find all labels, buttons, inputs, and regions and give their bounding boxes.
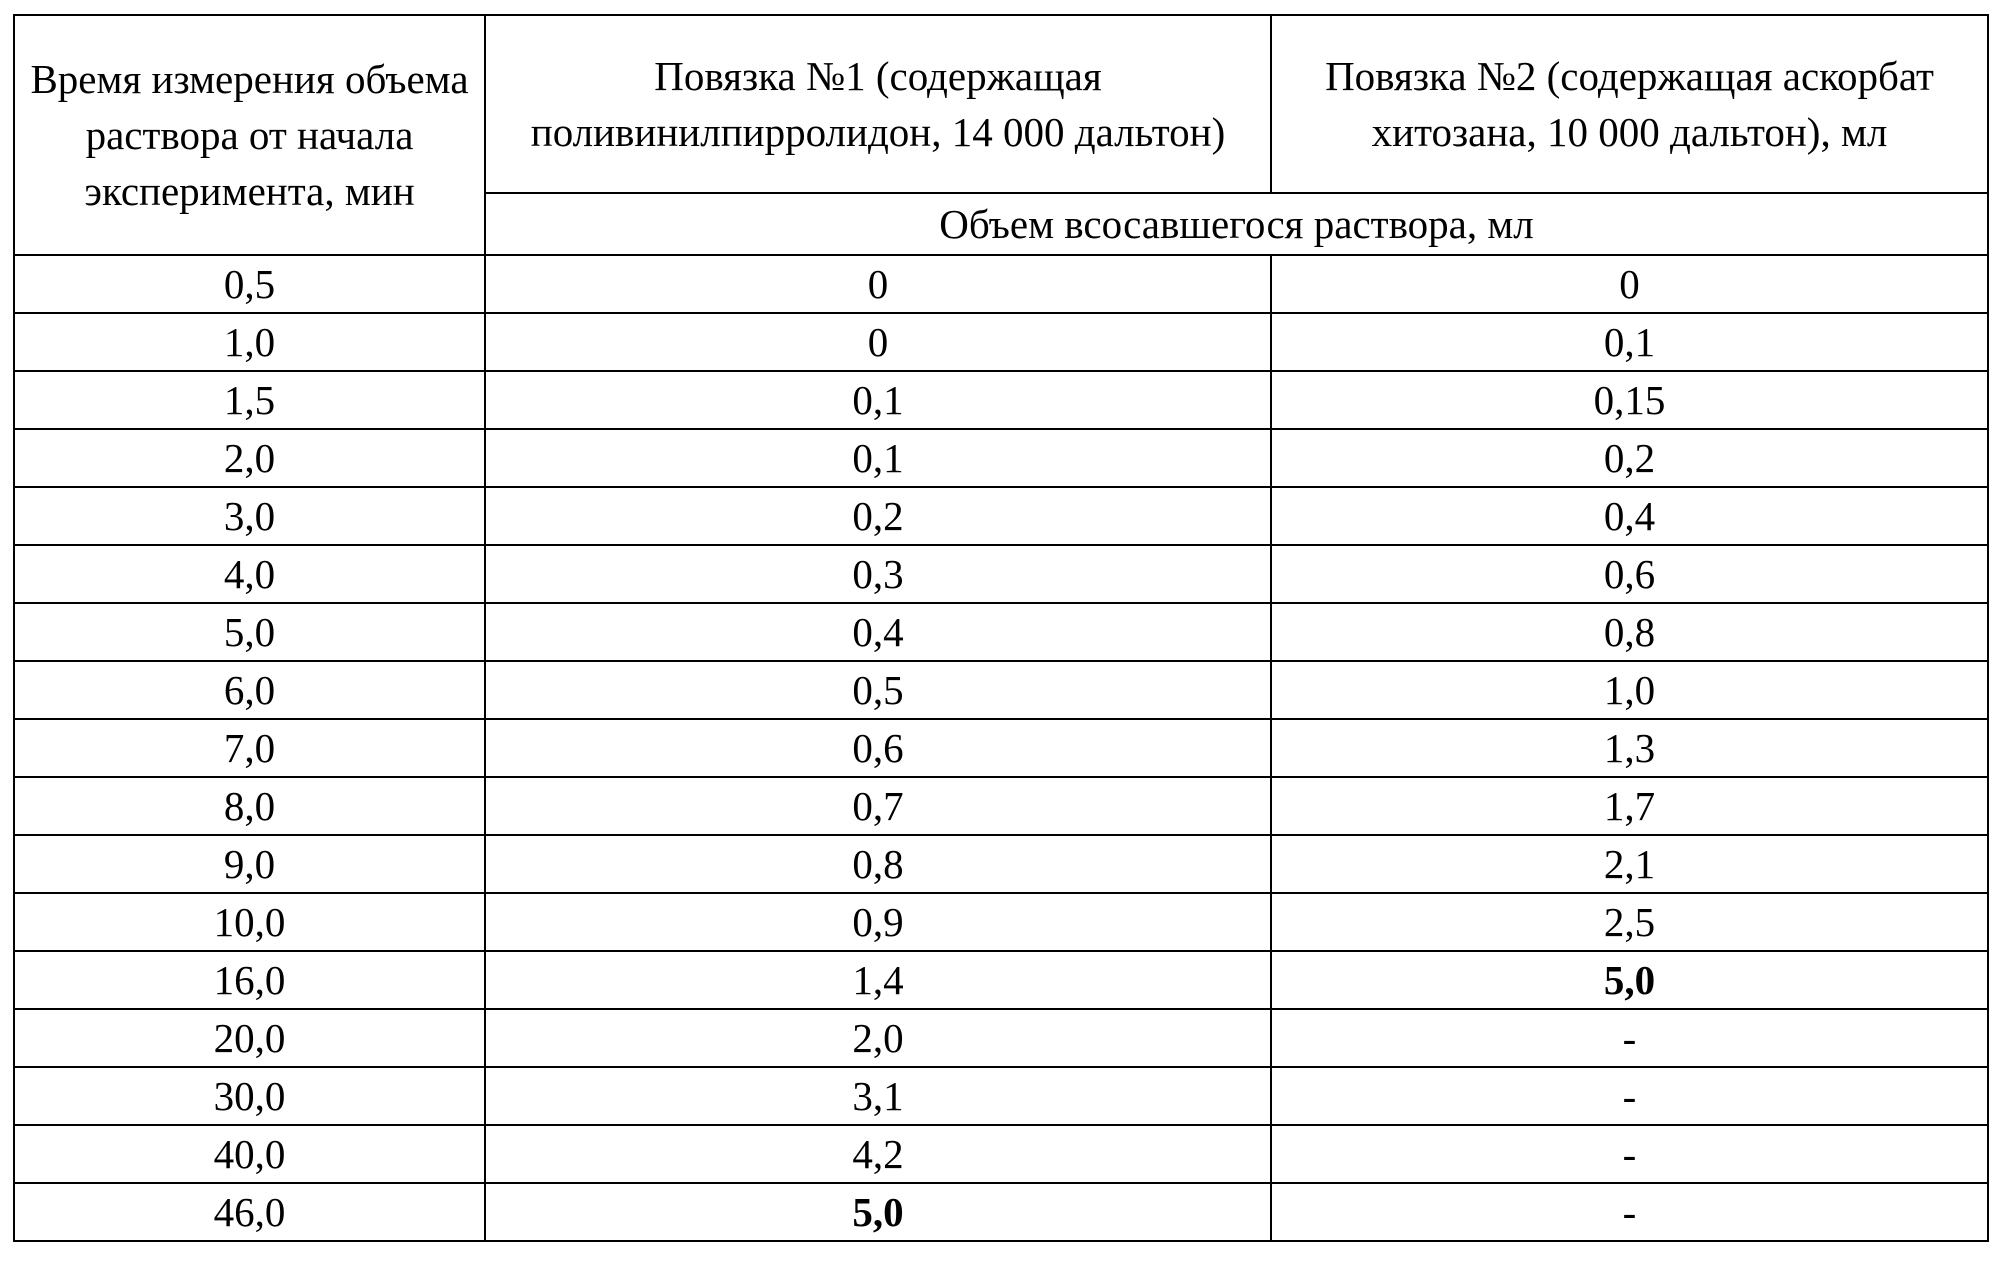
cell-time: 8,0: [14, 777, 485, 835]
absorption-table: Время измерения объема раствора от начал…: [13, 14, 1989, 1242]
cell-d1: 0,1: [485, 429, 1271, 487]
cell-d2: -: [1271, 1009, 1988, 1067]
cell-time: 16,0: [14, 951, 485, 1009]
cell-time: 46,0: [14, 1183, 485, 1241]
cell-time: 4,0: [14, 545, 485, 603]
cell-d1: 0,2: [485, 487, 1271, 545]
cell-d2: 0,6: [1271, 545, 1988, 603]
cell-time: 1,5: [14, 371, 485, 429]
cell-d1: 1,4: [485, 951, 1271, 1009]
table-row: 1,000,1: [14, 313, 1988, 371]
cell-d2: -: [1271, 1183, 1988, 1241]
cell-d1: 0,4: [485, 603, 1271, 661]
cell-d1: 5,0: [485, 1183, 1271, 1241]
cell-d2: 0,1: [1271, 313, 1988, 371]
cell-time: 0,5: [14, 255, 485, 313]
header-volume: Объем всосавшегося раствора, мл: [485, 193, 1988, 255]
cell-time: 1,0: [14, 313, 485, 371]
table-row: 1,50,10,15: [14, 371, 1988, 429]
cell-d1: 0,3: [485, 545, 1271, 603]
cell-time: 6,0: [14, 661, 485, 719]
cell-time: 20,0: [14, 1009, 485, 1067]
cell-d1: 0,8: [485, 835, 1271, 893]
table-row: 46,05,0-: [14, 1183, 1988, 1241]
table-row: 30,03,1-: [14, 1067, 1988, 1125]
table-row: 5,00,40,8: [14, 603, 1988, 661]
table-row: 20,02,0-: [14, 1009, 1988, 1067]
cell-d1: 0,6: [485, 719, 1271, 777]
table-body: 0,5001,000,11,50,10,152,00,10,23,00,20,4…: [14, 255, 1988, 1241]
cell-d2: 0,2: [1271, 429, 1988, 487]
header-dressing-1: Повязка №1 (содержащая поливинилпирролид…: [485, 15, 1271, 193]
cell-d1: 0,7: [485, 777, 1271, 835]
cell-d2: 2,5: [1271, 893, 1988, 951]
cell-time: 2,0: [14, 429, 485, 487]
table-row: 7,00,61,3: [14, 719, 1988, 777]
cell-d2: 5,0: [1271, 951, 1988, 1009]
table-row: 4,00,30,6: [14, 545, 1988, 603]
cell-d2: 0,8: [1271, 603, 1988, 661]
cell-time: 10,0: [14, 893, 485, 951]
table-row: 6,00,51,0: [14, 661, 1988, 719]
cell-d1: 0: [485, 255, 1271, 313]
cell-d1: 3,1: [485, 1067, 1271, 1125]
cell-time: 40,0: [14, 1125, 485, 1183]
table-row: 0,500: [14, 255, 1988, 313]
cell-d2: -: [1271, 1125, 1988, 1183]
table-row: 16,01,45,0: [14, 951, 1988, 1009]
table-row: 3,00,20,4: [14, 487, 1988, 545]
cell-time: 30,0: [14, 1067, 485, 1125]
cell-d2: 1,0: [1271, 661, 1988, 719]
cell-d2: 1,7: [1271, 777, 1988, 835]
table-row: 40,04,2-: [14, 1125, 1988, 1183]
table-row: 10,00,92,5: [14, 893, 1988, 951]
cell-d2: 1,3: [1271, 719, 1988, 777]
table-row: 8,00,71,7: [14, 777, 1988, 835]
cell-d1: 0: [485, 313, 1271, 371]
cell-time: 5,0: [14, 603, 485, 661]
cell-d1: 4,2: [485, 1125, 1271, 1183]
cell-d1: 0,1: [485, 371, 1271, 429]
cell-time: 3,0: [14, 487, 485, 545]
cell-d2: -: [1271, 1067, 1988, 1125]
cell-time: 7,0: [14, 719, 485, 777]
header-dressing-2: Повязка №2 (содержащая аскорбат хитозана…: [1271, 15, 1988, 193]
header-time: Время измерения объема раствора от начал…: [14, 15, 485, 255]
cell-d2: 0: [1271, 255, 1988, 313]
table-row: 2,00,10,2: [14, 429, 1988, 487]
cell-d1: 0,9: [485, 893, 1271, 951]
cell-d1: 2,0: [485, 1009, 1271, 1067]
table-row: 9,00,82,1: [14, 835, 1988, 893]
cell-d2: 0,4: [1271, 487, 1988, 545]
cell-d2: 2,1: [1271, 835, 1988, 893]
cell-time: 9,0: [14, 835, 485, 893]
cell-d1: 0,5: [485, 661, 1271, 719]
cell-d2: 0,15: [1271, 371, 1988, 429]
